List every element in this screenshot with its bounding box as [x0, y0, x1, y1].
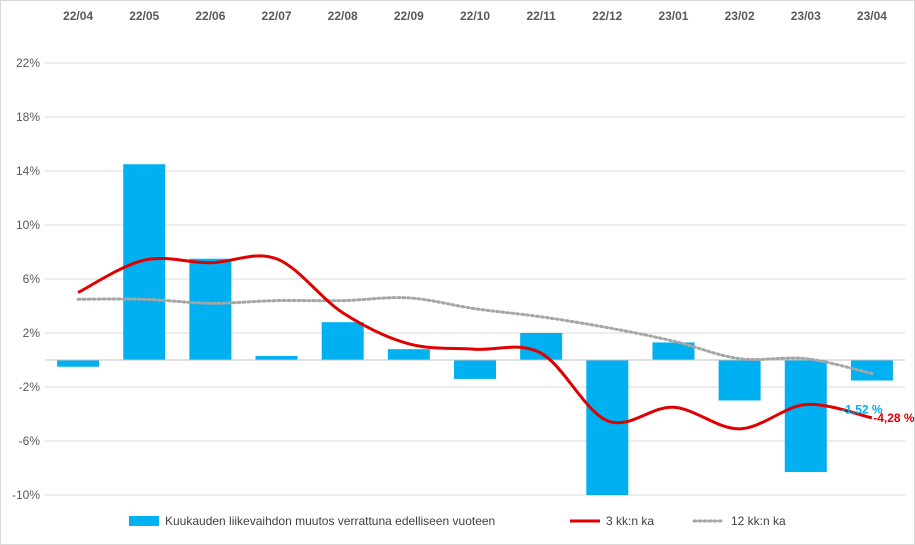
y-axis-ticks: 22% 18% 14% 10% 6% 2% -2% -6% -10%	[12, 56, 40, 502]
x-category-label: 23/04	[857, 9, 887, 23]
x-category-label: 22/06	[195, 9, 225, 23]
bar	[189, 258, 232, 360]
bar-series	[57, 164, 893, 495]
y-tick-label: 6%	[23, 272, 41, 286]
legend-label: 3 kk:n ka	[606, 514, 654, 528]
bar	[454, 360, 496, 379]
x-category-label: 22/11	[526, 9, 556, 23]
data-label: -1,52 %	[841, 403, 883, 417]
bar	[123, 164, 166, 360]
x-category-label: 22/05	[129, 9, 159, 23]
y-tick-label: 14%	[16, 164, 40, 178]
bar	[255, 355, 298, 360]
x-category-label: 22/04	[63, 9, 93, 23]
bar	[387, 349, 430, 360]
x-category-label: 22/09	[394, 9, 424, 23]
x-category-label: 23/01	[658, 9, 688, 23]
bar	[586, 360, 629, 495]
data-labels: -1,52 %-4,28 %	[841, 403, 915, 425]
y-tick-label: 22%	[16, 56, 40, 70]
legend-label: Kuukauden liikevaihdon muutos verrattuna…	[165, 514, 495, 528]
data-label: -4,28 %	[873, 411, 915, 425]
y-tick-label: 2%	[23, 326, 41, 340]
bar	[784, 360, 827, 473]
y-tick-label: -10%	[12, 488, 40, 502]
x-category-label: 22/12	[592, 9, 622, 23]
legend: Kuukauden liikevaihdon muutos verrattuna…	[129, 514, 786, 528]
y-tick-label: -6%	[19, 434, 41, 448]
bar	[321, 322, 364, 360]
gridlines	[45, 62, 905, 496]
line-series-3-month-average	[77, 254, 873, 431]
legend-swatch-bar	[129, 516, 159, 526]
line-series-12-month-average	[76, 296, 874, 375]
bar	[652, 342, 695, 360]
x-category-label: 23/02	[725, 9, 755, 23]
x-category-label: 22/08	[328, 9, 358, 23]
y-tick-label: 18%	[16, 110, 40, 124]
legend-label: 12 kk:n ka	[731, 514, 786, 528]
y-tick-label: 10%	[16, 218, 40, 232]
bar	[520, 333, 563, 360]
x-axis-categories: 22/04 22/05 22/06 22/07 22/08 22/09 22/10 22/11…	[63, 9, 887, 23]
bar	[718, 360, 761, 401]
y-tick-label: -2%	[19, 380, 41, 394]
bar	[57, 360, 100, 367]
x-category-label: 22/10	[460, 9, 490, 23]
x-category-label: 23/03	[791, 9, 821, 23]
bar	[850, 360, 893, 381]
x-category-label: 22/07	[262, 9, 292, 23]
